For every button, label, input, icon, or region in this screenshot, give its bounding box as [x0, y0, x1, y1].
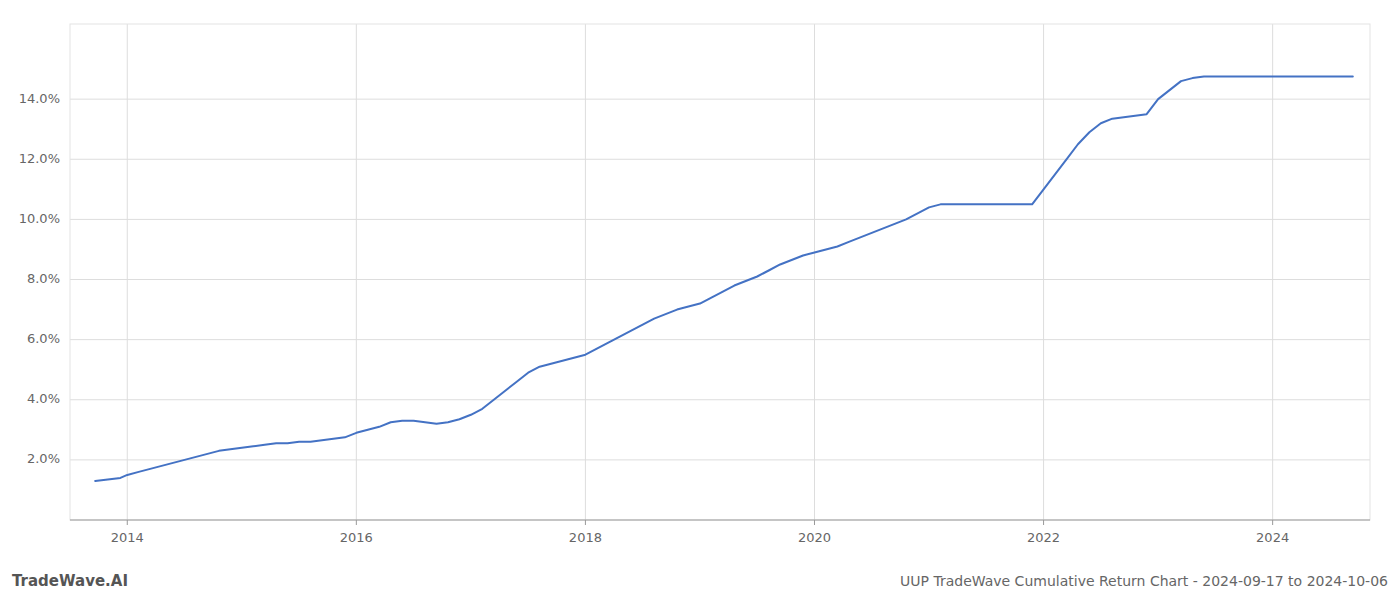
y-tick-label: 2.0%: [27, 451, 60, 466]
x-tick-label: 2014: [111, 530, 144, 545]
x-tick-mark: [814, 520, 815, 525]
x-grid-line: [585, 24, 586, 520]
x-tick-label: 2016: [340, 530, 373, 545]
y-grid-line: [70, 219, 1370, 220]
y-grid-line: [70, 279, 1370, 280]
x-axis-line: [70, 520, 1370, 521]
x-tick-mark: [1272, 520, 1273, 525]
x-tick-label: 2020: [798, 530, 831, 545]
title: UUP TradeWave Cumulative Return Chart - …: [900, 573, 1388, 589]
y-grid-line: [70, 399, 1370, 400]
x-grid-line: [127, 24, 128, 520]
y-tick-label: 10.0%: [19, 211, 60, 226]
plot-frame: [70, 24, 1370, 520]
y-tick-label: 6.0%: [27, 331, 60, 346]
y-grid-line: [70, 99, 1370, 100]
x-grid-line: [814, 24, 815, 520]
background: [0, 0, 1400, 600]
grid: [70, 24, 1370, 520]
line: [95, 77, 1353, 481]
x-grid-line: [356, 24, 357, 520]
x-tick-label: 2022: [1027, 530, 1060, 545]
x-tick-mark: [127, 520, 128, 525]
x-tick-mark: [356, 520, 357, 525]
x-tick-label: 2018: [569, 530, 602, 545]
axes: 2.0% 4.0% 6.0% 8.0% 10.0% 12.0% 14.0% 2014 2016 2…: [19, 24, 1370, 545]
y-tick-label: 8.0%: [27, 271, 60, 286]
series: [95, 77, 1353, 481]
y-tick-label: 14.0%: [19, 91, 60, 106]
x-grid-line: [1272, 24, 1273, 520]
y-tick-label: 12.0%: [19, 151, 60, 166]
watermark: TradeWave.AI: [12, 572, 128, 590]
x-tick-mark: [585, 520, 586, 525]
x-grid-line: [1043, 24, 1044, 520]
x-tick-mark: [1043, 520, 1044, 525]
chart: 2.0% 4.0% 6.0% 8.0% 10.0% 12.0% 14.0% 2014 2016 2…: [0, 0, 1400, 600]
y-grid-line: [70, 159, 1370, 160]
y-grid-line: [70, 339, 1370, 340]
y-tick-label: 4.0%: [27, 391, 60, 406]
y-grid-line: [70, 459, 1370, 460]
x-tick-label: 2024: [1256, 530, 1289, 545]
